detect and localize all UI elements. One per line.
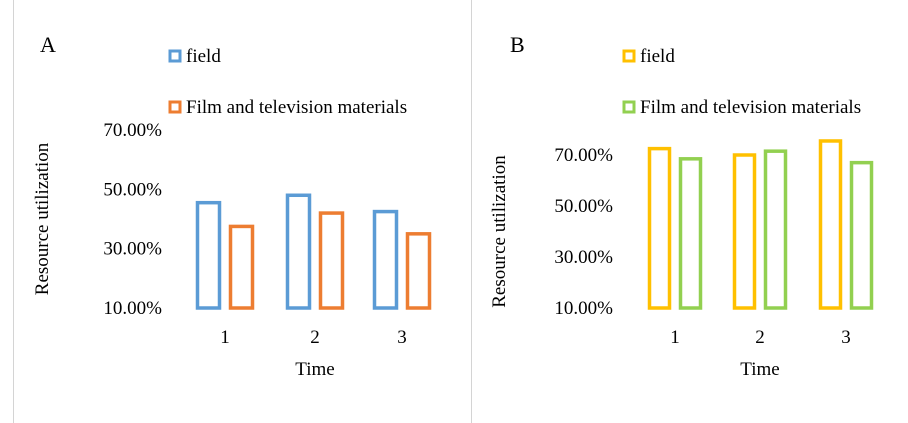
y-tick-label: 10.00% [554, 298, 613, 319]
legend-swatch-1 [168, 49, 182, 63]
y-tick-label: 70.00% [554, 145, 613, 166]
x-axis-label: Time [740, 359, 779, 380]
bar-field-3 [818, 139, 843, 310]
legend-label-2: Film and television materials [640, 97, 861, 118]
y-axis-label: Resource utilization [32, 142, 53, 295]
bar-film-and-television-materials-2 [763, 149, 788, 310]
legend-swatch-1 [622, 49, 636, 63]
y-tick-label: 30.00% [554, 247, 613, 268]
bar-field-1 [647, 146, 672, 310]
bar-field-1 [195, 200, 222, 310]
bar-film-and-television-materials-2 [318, 211, 345, 310]
x-tick-label: 2 [755, 327, 765, 348]
bar-film-and-television-materials-3 [849, 160, 874, 310]
bar-field-3 [372, 209, 399, 310]
bar-field-2 [732, 153, 757, 310]
legend-label-2: Film and television materials [186, 97, 407, 118]
y-axis-label: Resource utilization [489, 155, 510, 308]
x-tick-label: 1 [670, 327, 680, 348]
panel-divider [471, 0, 472, 423]
x-tick-label: 3 [841, 327, 851, 348]
panel-label-B: B [510, 32, 525, 57]
legend-label-1: field [186, 46, 221, 67]
bar-film-and-television-materials-1 [228, 224, 255, 310]
y-tick-label: 70.00% [103, 120, 162, 141]
x-axis-label: Time [295, 359, 334, 380]
y-tick-label: 50.00% [103, 179, 162, 200]
x-tick-label: 2 [310, 327, 320, 348]
x-tick-label: 1 [220, 327, 230, 348]
y-tick-label: 50.00% [554, 196, 613, 217]
legend-swatch-2 [168, 100, 182, 114]
panel-label-A: A [40, 32, 56, 57]
y-tick-label: 30.00% [103, 239, 162, 260]
legend-label-1: field [640, 46, 675, 67]
y-tick-label: 10.00% [103, 298, 162, 319]
bar-film-and-television-materials-1 [678, 157, 703, 310]
left-border [13, 0, 14, 423]
x-tick-label: 3 [397, 327, 407, 348]
bar-field-2 [285, 193, 312, 310]
bar-film-and-television-materials-3 [405, 232, 432, 310]
legend-swatch-2 [622, 100, 636, 114]
